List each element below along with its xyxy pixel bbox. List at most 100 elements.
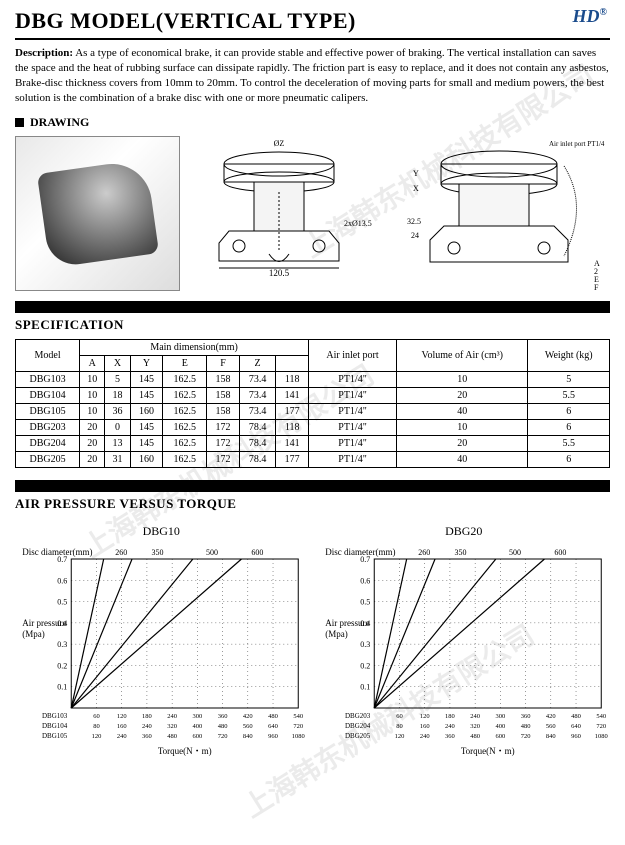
svg-text:120: 120 bbox=[92, 733, 102, 740]
dim-F: F bbox=[594, 283, 599, 291]
svg-text:480: 480 bbox=[268, 713, 278, 720]
svg-text:DBG104: DBG104 bbox=[42, 722, 68, 730]
table-cell: DBG105 bbox=[16, 404, 80, 420]
table-cell: 6 bbox=[528, 420, 610, 436]
dim-24: 24 bbox=[411, 231, 419, 240]
svg-text:480: 480 bbox=[520, 723, 530, 730]
table-cell: 73.4 bbox=[239, 372, 275, 388]
spec-bar bbox=[15, 301, 610, 313]
technical-drawing: 120.5 2xØ13.5 ØZ Air inlet port PT1/4 A … bbox=[188, 136, 610, 291]
chart1-svg: Disc diameter(mm)2603505006000.10.20.30.… bbox=[15, 541, 308, 756]
th-blank bbox=[276, 356, 309, 372]
svg-text:600: 600 bbox=[554, 548, 566, 557]
th-volair: Volume of Air (cm³) bbox=[397, 340, 528, 372]
th-F: F bbox=[207, 356, 240, 372]
table-cell: DBG104 bbox=[16, 388, 80, 404]
table-cell: 141 bbox=[276, 388, 309, 404]
svg-text:480: 480 bbox=[470, 733, 480, 740]
table-cell: 162.5 bbox=[163, 404, 207, 420]
table-row: DBG2052031160162.517278.4177PT1/4"406 bbox=[16, 452, 610, 468]
table-cell: 158 bbox=[207, 388, 240, 404]
th-A: A bbox=[80, 356, 105, 372]
th-weight: Weight (kg) bbox=[528, 340, 610, 372]
th-Z: Z bbox=[239, 356, 275, 372]
logo-text: HD bbox=[573, 6, 600, 26]
svg-text:960: 960 bbox=[571, 733, 581, 740]
table-cell: 5 bbox=[528, 372, 610, 388]
table-cell: 20 bbox=[80, 420, 105, 436]
svg-text:350: 350 bbox=[152, 548, 164, 557]
brand-logo: HD® bbox=[573, 6, 607, 27]
table-cell: DBG103 bbox=[16, 372, 80, 388]
table-row: DBG1041018145162.515873.4141PT1/4"205.5 bbox=[16, 388, 610, 404]
svg-text:400: 400 bbox=[192, 723, 202, 730]
table-cell: 160 bbox=[130, 452, 163, 468]
table-cell: 73.4 bbox=[239, 404, 275, 420]
svg-text:560: 560 bbox=[243, 723, 253, 730]
svg-text:180: 180 bbox=[445, 713, 455, 720]
svg-text:600: 600 bbox=[251, 548, 263, 557]
svg-text:1080: 1080 bbox=[292, 733, 305, 740]
table-cell: 10 bbox=[397, 372, 528, 388]
svg-text:120: 120 bbox=[419, 713, 429, 720]
table-cell: 172 bbox=[207, 436, 240, 452]
svg-text:320: 320 bbox=[167, 723, 177, 730]
svg-text:480: 480 bbox=[167, 733, 177, 740]
svg-text:Air pressure: Air pressure bbox=[22, 618, 66, 628]
chart-dbg10: DBG10 Disc diameter(mm)2603505006000.10.… bbox=[15, 524, 308, 761]
svg-text:720: 720 bbox=[596, 723, 606, 730]
svg-text:320: 320 bbox=[470, 723, 480, 730]
svg-text:720: 720 bbox=[293, 723, 303, 730]
svg-text:Air pressure: Air pressure bbox=[325, 618, 369, 628]
bullet-icon bbox=[15, 118, 24, 127]
chart-dbg20: DBG20 Disc diameter(mm)2603505006000.10.… bbox=[318, 524, 611, 761]
svg-text:60: 60 bbox=[396, 713, 403, 720]
svg-text:0.5: 0.5 bbox=[360, 598, 370, 607]
table-cell: 118 bbox=[276, 420, 309, 436]
table-cell: 20 bbox=[80, 436, 105, 452]
svg-text:Torque(N・m): Torque(N・m) bbox=[158, 746, 212, 756]
svg-text:240: 240 bbox=[167, 713, 177, 720]
svg-text:360: 360 bbox=[218, 713, 228, 720]
svg-text:540: 540 bbox=[596, 713, 606, 720]
svg-text:600: 600 bbox=[192, 733, 202, 740]
logo-reg: ® bbox=[600, 7, 607, 18]
svg-text:(Mpa): (Mpa) bbox=[325, 629, 348, 639]
table-cell: 177 bbox=[276, 404, 309, 420]
svg-text:160: 160 bbox=[419, 723, 429, 730]
svg-text:(Mpa): (Mpa) bbox=[22, 629, 45, 639]
svg-text:80: 80 bbox=[93, 723, 100, 730]
chart2-svg: Disc diameter(mm)2603505006000.10.20.30.… bbox=[318, 541, 611, 756]
svg-text:DBG204: DBG204 bbox=[344, 722, 370, 730]
svg-text:840: 840 bbox=[545, 733, 555, 740]
chart2-title: DBG20 bbox=[318, 524, 611, 541]
table-cell: 20 bbox=[397, 436, 528, 452]
table-cell: 13 bbox=[105, 436, 130, 452]
table-cell: PT1/4" bbox=[309, 372, 397, 388]
spec-table: Model Main dimension(mm) Air inlet port … bbox=[15, 339, 610, 468]
svg-text:0.2: 0.2 bbox=[57, 662, 67, 671]
th-maindim: Main dimension(mm) bbox=[80, 340, 309, 356]
table-cell: 145 bbox=[130, 436, 163, 452]
svg-text:350: 350 bbox=[454, 548, 466, 557]
table-cell: DBG203 bbox=[16, 420, 80, 436]
spec-title: SPECIFICATION bbox=[15, 314, 610, 339]
table-cell: 160 bbox=[130, 404, 163, 420]
svg-text:360: 360 bbox=[142, 733, 152, 740]
svg-text:DBG205: DBG205 bbox=[344, 732, 370, 740]
svg-text:500: 500 bbox=[508, 548, 520, 557]
svg-text:180: 180 bbox=[142, 713, 152, 720]
table-cell: 158 bbox=[207, 372, 240, 388]
table-cell: DBG204 bbox=[16, 436, 80, 452]
table-cell: 78.4 bbox=[239, 452, 275, 468]
svg-text:420: 420 bbox=[545, 713, 555, 720]
svg-text:60: 60 bbox=[93, 713, 100, 720]
drawing-svg: 120.5 2xØ13.5 ØZ Air inlet port PT1/4 A … bbox=[188, 136, 610, 291]
svg-text:400: 400 bbox=[495, 723, 505, 730]
table-cell: 20 bbox=[80, 452, 105, 468]
svg-text:DBG103: DBG103 bbox=[42, 712, 68, 720]
table-cell: 162.5 bbox=[163, 436, 207, 452]
table-cell: 10 bbox=[397, 420, 528, 436]
svg-text:300: 300 bbox=[192, 713, 202, 720]
table-cell: 18 bbox=[105, 388, 130, 404]
